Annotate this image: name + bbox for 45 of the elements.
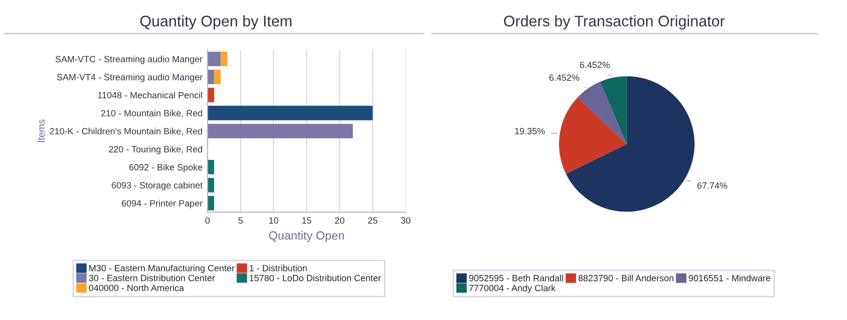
legend-label: 9052595 - Beth Randall (469, 274, 564, 282)
x-tick-label: 10 (269, 217, 278, 224)
pie-slice (578, 82, 627, 144)
legend-label: 1 - Distribution (250, 264, 307, 272)
bar (214, 70, 221, 84)
data-label: 67.74% (697, 182, 728, 189)
y-tick-label: 210-K - Children's Mountain Bike, Red (50, 128, 202, 136)
legend-label: 8823790 - Bill Anderson (578, 274, 674, 282)
x-tick-label: 15 (302, 217, 312, 224)
data-label: 6.452% (549, 74, 580, 81)
x-tick-label: 5 (238, 217, 243, 224)
bar (208, 124, 353, 138)
y-tick-label: 220 - Touring Bike, Red (108, 146, 202, 154)
bar (208, 106, 373, 120)
chart-title: Orders by Transaction Originator (504, 15, 725, 30)
bar (208, 70, 214, 84)
legend-label: 15780 - LoDo Distribution Center (250, 274, 381, 282)
y-tick-label: 6093 - Storage cabinet (112, 182, 203, 190)
y-tick-label: 6094 - Printer Paper (122, 200, 203, 208)
legend-label: 30 - Eastern Distribution Center (88, 274, 215, 282)
x-axis-title: Quantity Open (269, 230, 344, 242)
bar (220, 52, 228, 66)
y-axis-title: Items (38, 120, 45, 142)
data-label: 19.35% (515, 128, 545, 134)
bar (208, 196, 214, 210)
y-tick-label: 11048 - Mechanical Pencil (98, 92, 202, 98)
legend-label: 040000 - North America (88, 284, 184, 292)
x-tick-label: 30 (401, 217, 410, 224)
y-tick-label: 210 - Mountain Bike, Red (101, 110, 202, 118)
x-tick-label: 25 (368, 217, 378, 224)
x-tick-label: 0 (205, 217, 210, 224)
legend-label: 7770004 - Andy Clark (469, 284, 556, 294)
bar (208, 52, 221, 66)
pie-slice (600, 76, 627, 144)
bar (208, 160, 214, 174)
x-tick-label: 20 (335, 217, 344, 224)
chart-title: Quantity Open by Item (140, 15, 292, 30)
y-tick-label: SAM-VT4 - Streaming audio Manger (57, 74, 203, 82)
legend-label: M30 - Eastern Manufacturing Center (89, 264, 235, 274)
y-tick-label: 6092 - Bike Spoke (129, 164, 202, 172)
y-tick-label: SAM-VTC - Streaming audio Manger (56, 56, 203, 64)
legend-label: 9016551 - Mindware (688, 274, 770, 282)
pie-slice (559, 97, 627, 174)
data-label: 6.452% (580, 62, 610, 68)
bar (208, 178, 214, 192)
